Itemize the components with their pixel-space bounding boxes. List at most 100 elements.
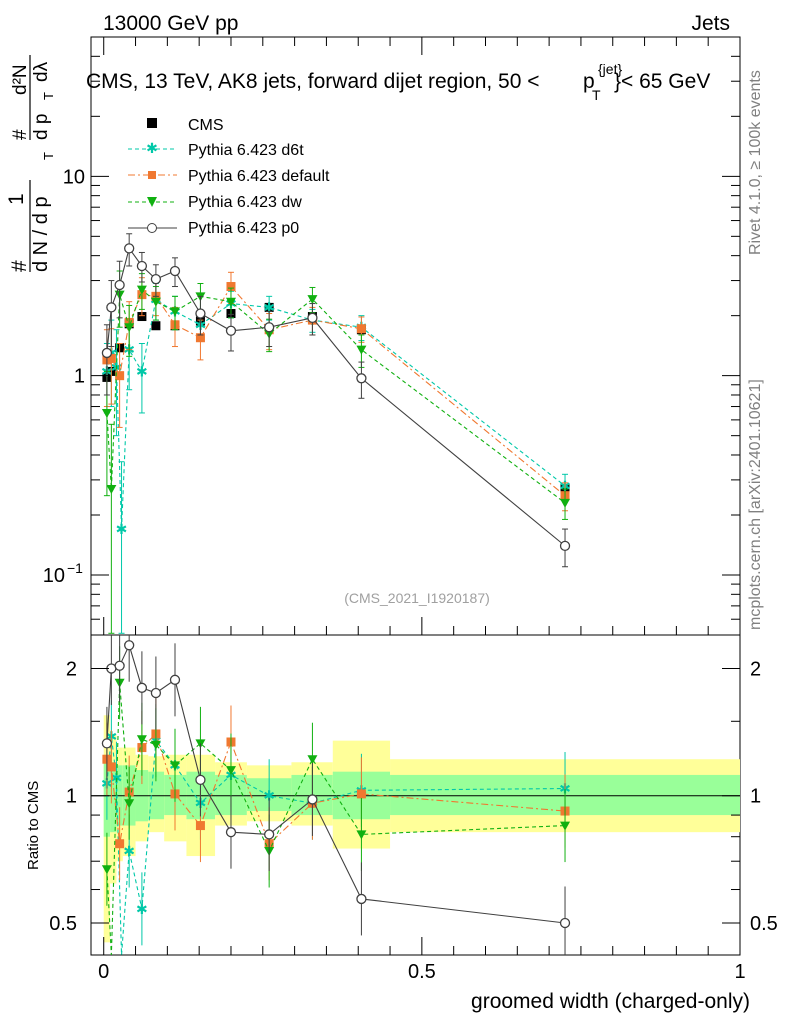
data-point: ✱ (136, 363, 148, 379)
data-point: ✱ (116, 521, 128, 537)
legend-marker-p0 (147, 223, 157, 233)
main-plot: ✱✱✱✱✱✱✱✱✱✱✱✱✱✱ (101, 233, 571, 634)
data-point (106, 302, 117, 313)
data-point (151, 321, 161, 331)
x-tick-label: 0.5 (408, 961, 436, 983)
data-point (150, 297, 161, 307)
header-left: 13000 GeV pp (103, 12, 238, 35)
legend-marker-d6t: ✱ (146, 140, 158, 156)
y-tick-exponent: −1 (67, 560, 83, 576)
ratio-point (136, 735, 147, 745)
ratio-point (114, 660, 125, 671)
data-point (225, 297, 236, 307)
data-point (106, 485, 117, 495)
ratio-point (150, 687, 162, 699)
ylabel-T2: T (41, 92, 56, 100)
side-mcplots-text: mcplots.cern.ch [arXiv:2401.10621] (747, 379, 764, 630)
ratio-ylabel: Ratio to CMS (25, 781, 42, 870)
ratio-point (225, 766, 236, 776)
ratio-point (169, 674, 181, 685)
ylabel-one: 1 (5, 193, 28, 205)
ratio-point: ✱ (136, 901, 148, 917)
legend-label-p0: Pythia 6.423 p0 (188, 220, 299, 237)
ratio-point (101, 738, 113, 749)
ratio-series-3 (101, 635, 571, 955)
xlabel: groomed width (charged-only) (471, 990, 750, 1013)
data-point (114, 279, 125, 291)
ratio-point (356, 893, 367, 905)
data-point (356, 345, 367, 355)
ratio-point (115, 839, 125, 849)
legend: CMS ✱ Pythia 6.423 d6t Pythia 6.423 defa… (128, 117, 330, 237)
title-pt: p (583, 70, 595, 93)
ratio-point (150, 740, 161, 750)
data-point (560, 498, 571, 508)
ratio-y-tick-label: 1 (66, 786, 77, 808)
data-point (124, 243, 135, 254)
data-point (307, 312, 318, 323)
data-point (356, 373, 367, 384)
data-point (169, 307, 180, 317)
x-tick-label: 1 (734, 961, 745, 983)
ratio-point: ✱ (263, 788, 275, 804)
data-point (137, 312, 147, 322)
ratio-point (101, 865, 112, 875)
y-tick-label: 10 (63, 166, 85, 188)
x-tick-label: 0 (98, 961, 109, 983)
series-4 (101, 233, 571, 568)
data-point (115, 371, 125, 381)
ratio-stat-band (110, 762, 117, 833)
ratio-point (559, 917, 571, 929)
data-point (225, 325, 237, 336)
ratio-point (356, 830, 367, 840)
ratio-bands (91, 715, 740, 943)
side-rivet-text: Rivet 4.1.0, ≥ 100k events (747, 70, 764, 255)
ratio-point (307, 755, 318, 765)
data-point (101, 408, 112, 418)
ratio-point (124, 799, 135, 809)
title-end: }< 65 GeV (614, 70, 710, 93)
legend-label-dw: Pythia 6.423 dw (188, 194, 302, 211)
ratio-point (106, 762, 116, 772)
ratio-y-tick-label-right: 0.5 (750, 913, 778, 935)
data-point (169, 265, 181, 277)
ratio-point: ✱ (123, 843, 135, 859)
ratio-point (560, 821, 571, 831)
title-main: CMS, 13 TeV, AK8 jets, forward dijet reg… (86, 70, 540, 93)
y-tick-label: 1 (74, 366, 85, 388)
ylabel-T1: T (41, 152, 56, 160)
ylabel-dN: d N / d p (30, 196, 52, 272)
legend-marker-dw (147, 197, 157, 207)
ylabel-hash-1: # (8, 260, 31, 272)
data-point (264, 322, 275, 333)
ratio-point (195, 774, 206, 786)
series-line (106, 298, 566, 530)
data-point (307, 295, 318, 305)
ratio-y-tick-label-right: 1 (750, 786, 761, 808)
data-point (226, 282, 236, 292)
ratio-plot: ✱✱✱✱✱✱✱✱✱✱✱✱✱ (101, 635, 571, 956)
plot-title: CMS, 13 TeV, AK8 jets, forward dijet reg… (86, 61, 710, 103)
series-line (106, 247, 566, 547)
ratio-point (136, 682, 148, 693)
ratio-point (195, 821, 205, 831)
ratio-point (124, 640, 135, 651)
data-point (150, 273, 162, 285)
data-point: ✱ (263, 299, 275, 315)
ylabel-dpT: d p (31, 114, 52, 140)
legend-label-cms: CMS (188, 117, 224, 134)
ratio-y-tick-label-right: 2 (750, 658, 761, 680)
title-pt-T: T (592, 87, 601, 103)
ylabel-dlambda: dλ (31, 61, 52, 82)
analysis-watermark: (CMS_2021_I1920187) (344, 590, 490, 606)
data-point (195, 308, 206, 319)
ratio-y-tick-label: 2 (66, 658, 77, 680)
ylabel-hash-2: # (10, 129, 31, 140)
main-ylabel: # 1 d N / d p T # d²N d p T dλ (5, 55, 56, 272)
title-jet: {jet} (598, 61, 622, 77)
data-point (356, 324, 366, 334)
ylabel-d2N: d²N (10, 64, 31, 95)
data-point (136, 260, 148, 272)
